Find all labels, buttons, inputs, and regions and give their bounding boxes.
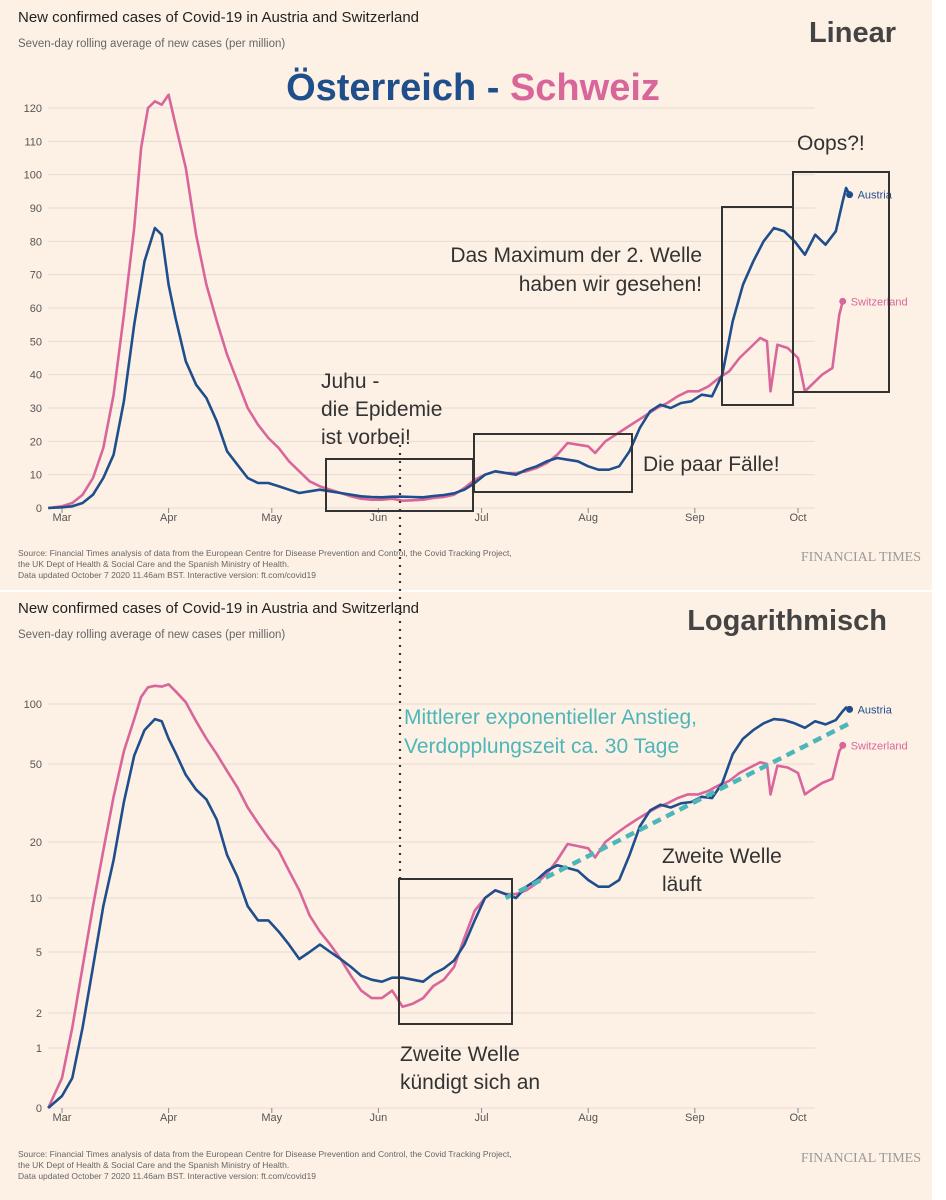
top-x-tick-label: May — [261, 512, 282, 524]
annotation-zweite-laeuft-line1: Zweite Welle — [662, 845, 782, 868]
top-series-switzerland — [48, 93, 844, 510]
top-y-tick-label: 120 — [24, 103, 42, 115]
bottom-panel-background — [0, 592, 932, 1200]
bottom-trend-line — [504, 721, 851, 901]
bot-series-austria — [47, 706, 851, 1109]
bot-y-tick-label: 2 — [36, 1008, 42, 1020]
top-gridlines — [48, 107, 815, 509]
annotation-trend-line1: Mittlerer exponentieller Anstieg, — [404, 706, 697, 729]
box-june-july-log — [398, 878, 513, 1025]
bottom-trend-group — [504, 721, 851, 901]
top-end-label-austria: Austria — [858, 190, 893, 202]
top-source-line1: Source: Financial Times analysis of data… — [18, 548, 512, 558]
annotation-maximum-line2: haben wir gesehen! — [519, 273, 702, 296]
bot-y-tick-label: 50 — [30, 759, 42, 771]
bot-x-tick-label: Jun — [370, 1112, 388, 1124]
top-y-tick-label: 0 — [36, 503, 42, 515]
top-chart-subtitle: Seven-day rolling average of new cases (… — [18, 38, 285, 50]
bot-end-label-austria: Austria — [858, 704, 893, 716]
bot-x-tick-label: Oct — [789, 1112, 806, 1124]
top-x-tick-label: Aug — [578, 512, 598, 524]
bot-y-tick-label: 20 — [30, 837, 42, 849]
top-x-tick-label: Oct — [789, 512, 806, 524]
bot-x-tick-label: Sep — [685, 1112, 705, 1124]
top-y-tick-label: 60 — [30, 303, 42, 315]
bottom-source-line1: Source: Financial Times analysis of data… — [18, 1149, 512, 1159]
box-july-aug — [473, 433, 633, 493]
annotation-maximum-line1: Das Maximum der 2. Welle — [450, 244, 702, 267]
annotation-juhu-line2: die Epidemie — [321, 398, 442, 421]
top-y-tick-label: 20 — [30, 436, 42, 448]
annotation-juhu-line1: Juhu - — [321, 370, 379, 393]
top-end-labels: Switzerland Austria — [839, 190, 908, 308]
annotation-faelle: Die paar Fälle! — [643, 453, 780, 476]
bot-end-label-switzerland: Switzerland — [851, 740, 908, 752]
top-end-label-switzerland: Switzerland — [851, 296, 908, 308]
box-october — [792, 171, 890, 393]
top-brand-logo: FINANCIAL TIMES — [801, 550, 921, 565]
top-y-tick-label: 10 — [30, 470, 42, 482]
top-y-tick-label: 50 — [30, 336, 42, 348]
bot-endpoint-austria — [846, 705, 854, 713]
top-corner-label: Linear — [809, 17, 896, 49]
bottom-end-labels: Switzerland Austria — [839, 704, 908, 752]
bot-y-tick-label: 10 — [30, 893, 42, 905]
annotation-zweite-kuendigt-line2: kündigt sich an — [400, 1071, 540, 1094]
top-x-tick-label: Sep — [685, 512, 705, 524]
bottom-chart-title: New confirmed cases of Covid-19 in Austr… — [18, 600, 419, 617]
top-y-tick-label: 30 — [30, 403, 42, 415]
annotation-zweite-laeuft-line2: läuft — [662, 873, 702, 896]
top-x-tick-label: Jun — [370, 512, 388, 524]
top-source-line2: the UK Dept of Health & Social Care and … — [18, 559, 289, 569]
top-y-tick-label: 110 — [24, 136, 42, 148]
top-y-tick-label: 90 — [30, 203, 42, 215]
bottom-updated: Data updated October 7 2020 11.46am BST.… — [18, 1171, 316, 1181]
top-y-tick-label: 40 — [30, 370, 42, 382]
bottom-source-line2: the UK Dept of Health & Social Care and … — [18, 1160, 289, 1170]
top-endpoint-switzerland — [839, 297, 847, 305]
bottom-chart-subtitle: Seven-day rolling average of new cases (… — [18, 629, 285, 641]
top-y-tick-label: 70 — [30, 270, 42, 282]
heading-switzerland-word: Schweiz — [510, 67, 660, 109]
bot-x-tick-label: May — [261, 1112, 282, 1124]
annotation-trend-line2: Verdopplungszeit ca. 30 Tage — [404, 735, 679, 758]
top-endpoint-austria — [846, 191, 854, 199]
top-y-axis-ticks: 0 10 20 30 40 50 60 70 80 90 100 110 120 — [24, 103, 42, 515]
top-x-tick-label: Mar — [53, 512, 72, 524]
bot-y-tick-label: 0 — [36, 1103, 42, 1115]
bottom-corner-label: Logarithmisch — [687, 605, 887, 637]
bot-series-switzerland — [47, 683, 844, 1109]
top-series-group — [48, 93, 851, 510]
bot-y-tick-label: 5 — [36, 947, 42, 959]
top-x-axis-ticks: Mar Apr May Jun Jul Aug Sep Oct — [53, 508, 807, 524]
bottom-y-axis-ticks: 0 1 2 5 10 20 50 100 — [24, 699, 42, 1115]
top-series-austria — [48, 186, 851, 510]
top-x-tick-label: Apr — [160, 512, 177, 524]
bot-y-tick-label: 1 — [36, 1043, 42, 1055]
bottom-x-axis-ticks: Mar Apr May Jun Jul Aug Sep Oct — [53, 1108, 807, 1124]
annotation-juhu-line3: ist vorbei! — [321, 426, 411, 449]
bot-x-tick-label: Mar — [53, 1112, 72, 1124]
heading-austria-word: Österreich — [286, 66, 476, 109]
bottom-series-group — [47, 683, 851, 1109]
top-updated: Data updated October 7 2020 11.46am BST.… — [18, 570, 316, 580]
annotation-oops: Oops?! — [797, 132, 865, 155]
top-y-tick-label: 100 — [24, 170, 42, 182]
top-chart-title: New confirmed cases of Covid-19 in Austr… — [18, 9, 419, 26]
heading-title: Österreich - Schweiz — [286, 66, 660, 109]
bot-y-tick-label: 100 — [24, 699, 42, 711]
bot-x-tick-label: Jul — [475, 1112, 489, 1124]
bot-endpoint-switzerland — [839, 741, 847, 749]
heading-separator: - — [476, 67, 510, 109]
top-panel-background — [0, 0, 932, 590]
top-x-tick-label: Jul — [475, 512, 489, 524]
bot-x-tick-label: Apr — [160, 1112, 177, 1124]
bot-x-tick-label: Aug — [578, 1112, 598, 1124]
bottom-brand-logo: FINANCIAL TIMES — [801, 1151, 921, 1166]
bottom-gridlines — [48, 703, 815, 1109]
annotation-zweite-kuendigt-line1: Zweite Welle — [400, 1043, 520, 1066]
top-y-tick-label: 80 — [30, 236, 42, 248]
